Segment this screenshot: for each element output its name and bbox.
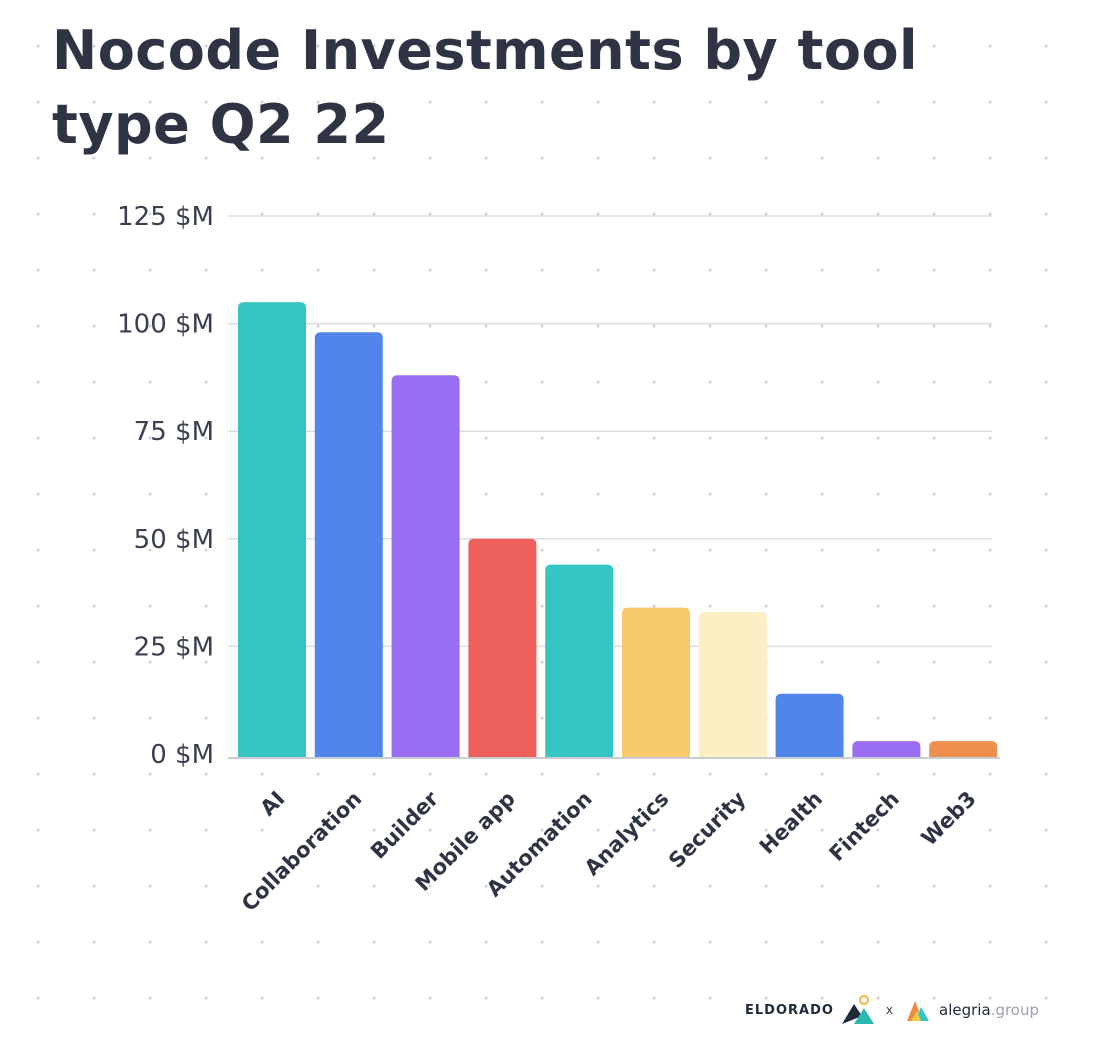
bar [929, 741, 998, 757]
alegria-wordmark: alegria.group [939, 1001, 1040, 1019]
eldorado-mountain-icon [841, 995, 874, 1024]
collab-separator: x [885, 1003, 894, 1017]
bar [698, 611, 767, 757]
x-category-label: Collaboration [237, 787, 366, 916]
bar [238, 302, 306, 757]
x-category-label: Fintech [825, 787, 904, 866]
bar [545, 564, 614, 757]
x-category-label: Analytics [580, 787, 674, 881]
x-category-label: Web3 [917, 787, 981, 851]
y-tick-label: 100 $M [117, 310, 214, 340]
x-category-label: Security [664, 786, 751, 873]
x-category-label: Health [755, 787, 827, 859]
bar [468, 538, 537, 757]
y-tick-label: 0 $M [150, 740, 214, 770]
x-category-label: AI [256, 787, 290, 821]
y-tick-label: 25 $M [134, 632, 214, 662]
bar-chart: 0 $M 25 $M 50 $M 75 $M 100 $M 125 $M AICollab… [117, 202, 1000, 916]
bar [852, 741, 921, 757]
chart-title: Nocode Investments by tool type Q2 22 [52, 19, 919, 156]
y-tick-label: 75 $M [134, 417, 214, 447]
y-tick-label: 50 $M [134, 525, 214, 555]
bars [238, 302, 998, 757]
bar [391, 375, 460, 757]
bar [314, 332, 383, 757]
footer-branding: ELDORADO x alegria.group [745, 990, 1045, 1030]
alegria-logo-icon [907, 1001, 930, 1021]
y-axis-tick-labels: 0 $M 25 $M 50 $M 75 $M 100 $M 125 $M [117, 202, 214, 770]
eldorado-wordmark: ELDORADO [745, 1002, 834, 1018]
y-tick-label: 125 $M [117, 202, 214, 232]
bar [622, 607, 690, 757]
bar [775, 693, 844, 757]
x-category-label: Builder [366, 786, 444, 864]
